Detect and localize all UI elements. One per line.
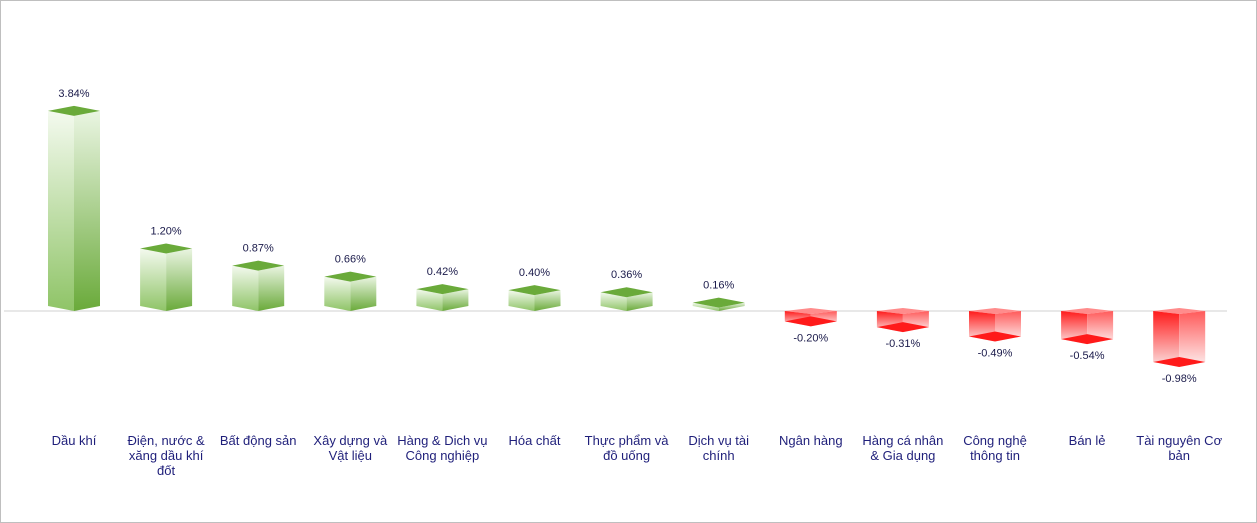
bar: [48, 105, 100, 311]
bar-face-left: [416, 289, 443, 311]
bar-bottom: [1061, 334, 1114, 345]
bar-face-right: [1179, 311, 1206, 368]
bar-top: [232, 260, 285, 271]
bar: [784, 308, 837, 327]
bar: [876, 308, 929, 333]
bar-face-right: [534, 290, 561, 311]
bar-top: [508, 285, 561, 296]
value-label: -0.31%: [885, 338, 920, 350]
bar: [140, 243, 193, 311]
bar-face-right: [74, 110, 100, 311]
bar-face-left: [140, 248, 167, 311]
bar-top: [600, 287, 653, 298]
category-label: Hàng cá nhân & Gia dụng: [862, 433, 944, 463]
value-label: 0.42%: [427, 266, 458, 278]
category-label: Điện, nước & xăng dầu khí đốt: [127, 433, 205, 478]
category-label: Tài nguyên Cơ bản: [1136, 433, 1223, 463]
bar-face-left: [692, 302, 719, 311]
bar: [416, 284, 469, 311]
category-label: Hóa chất: [508, 433, 561, 448]
bar-top: [324, 271, 377, 282]
bars-group: [48, 105, 1206, 368]
bar-bottom: [876, 322, 929, 333]
category-label: Hàng & Dich vụ Công nghiệp: [397, 433, 488, 463]
category-label: Dịch vụ tài chính: [688, 433, 750, 463]
bar-face-right: [166, 248, 193, 311]
bar: [1153, 308, 1206, 368]
bar-top: [692, 297, 745, 308]
category-label: Dầu khí: [51, 433, 97, 448]
value-label: -0.20%: [793, 332, 828, 344]
value-label: 0.36%: [611, 269, 642, 281]
bar-face-left: [48, 110, 74, 311]
bar-face-right: [258, 265, 285, 311]
bar-bottom: [969, 331, 1021, 342]
bar-face-left: [232, 265, 259, 311]
value-label: -0.54%: [1070, 350, 1105, 362]
category-label: Ngân hàng: [778, 433, 843, 448]
bar: [1061, 308, 1114, 345]
category-label: Bất động sản: [219, 433, 297, 448]
bar: [508, 285, 561, 311]
value-label: 3.84%: [58, 88, 89, 100]
value-label: 0.40%: [519, 267, 550, 279]
value-label: 1.20%: [150, 225, 181, 237]
value-label: 0.66%: [335, 254, 366, 266]
category-label: Công nghệ thông tin: [963, 433, 1027, 463]
bar-top: [416, 284, 469, 295]
bar-bottom: [1153, 357, 1206, 368]
bar: [600, 287, 653, 311]
value-labels-group: 3.84% 1.20% 0.87% 0.66% 0.42% 0.40% 0.36% 0.16%…: [58, 88, 1196, 385]
bar-face-right: [350, 276, 377, 311]
bar-face-right: [626, 292, 653, 311]
category-label: Bán lẻ: [1068, 433, 1106, 448]
bar-face-right: [718, 302, 745, 311]
value-label: -0.98%: [1162, 373, 1197, 385]
bar: [324, 271, 377, 311]
category-label: Xây dựng và Vật liệu: [313, 433, 388, 463]
value-label: 0.16%: [703, 280, 734, 292]
value-label: -0.49%: [978, 348, 1013, 360]
bar: [969, 308, 1021, 342]
bar-face-right: [442, 289, 469, 311]
bar-face-left: [1153, 311, 1180, 368]
bar-face-left: [324, 276, 351, 311]
bar-bottom: [784, 316, 837, 327]
bar: [232, 260, 285, 311]
bar: [692, 297, 745, 311]
bar-face-left: [600, 292, 627, 311]
bar-face-left: [508, 290, 535, 311]
category-label: Thực phẩm và đồ uống: [584, 433, 669, 463]
value-label: 0.87%: [243, 243, 274, 255]
bar-top: [48, 105, 100, 116]
bar-top: [140, 243, 193, 254]
